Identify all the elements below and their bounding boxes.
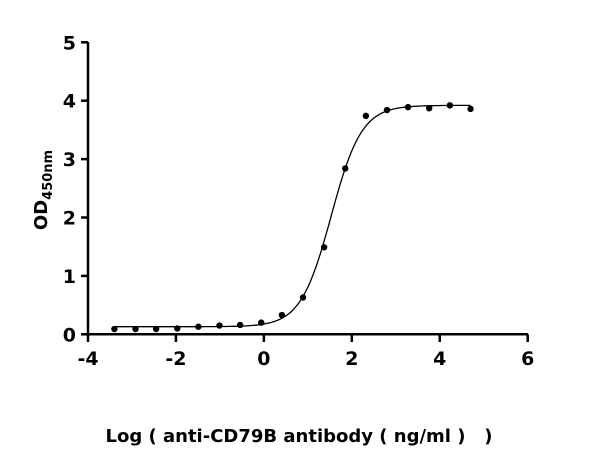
x-tick-label: 0 [257, 348, 270, 370]
data-point [258, 319, 265, 326]
data-point [111, 325, 118, 333]
fit-curve [114, 104, 471, 328]
x-axis-label: Log ( anti-CD79B antibody ( ng/ml ) ) [106, 426, 493, 447]
data-point [467, 105, 474, 113]
x-tick-label: -4 [77, 348, 98, 370]
data-point [426, 105, 433, 112]
y-tick-label: 0 [63, 324, 76, 346]
data-point [132, 325, 139, 333]
data-point [278, 311, 286, 319]
data-point [299, 294, 307, 301]
x-tick-label: -2 [165, 348, 186, 370]
data-point [383, 106, 391, 114]
axes [86, 42, 528, 336]
data-point [362, 112, 370, 120]
data-point [174, 325, 181, 332]
data-point [446, 102, 454, 109]
x-tick-label: 2 [345, 348, 358, 370]
data-point [404, 103, 412, 111]
data-point [195, 323, 202, 330]
y-tick-label: 1 [63, 266, 76, 288]
y-tick-label: 5 [63, 32, 76, 54]
y-tick-label: 2 [63, 208, 76, 230]
x-tick-label: 6 [521, 348, 534, 370]
y-tick-label: 4 [63, 91, 76, 113]
x-tick-label: 4 [433, 348, 446, 370]
data-point [216, 322, 223, 329]
data-point [342, 165, 349, 172]
data-point [236, 321, 244, 329]
y-axis-label: OD450nm [31, 150, 56, 230]
data-point [320, 244, 328, 251]
y-tick-label: 3 [63, 149, 76, 171]
data-point [152, 325, 160, 333]
